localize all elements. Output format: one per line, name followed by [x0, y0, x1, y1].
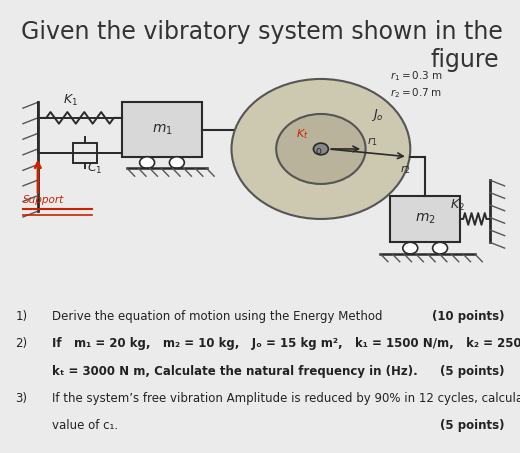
- Text: $r_2$: $r_2$: [400, 163, 411, 176]
- Text: figure: figure: [431, 48, 499, 72]
- Circle shape: [276, 114, 366, 184]
- Text: (5 points): (5 points): [440, 365, 504, 378]
- Text: $r_2 = 0.7$ m: $r_2 = 0.7$ m: [391, 87, 443, 100]
- Circle shape: [170, 157, 184, 169]
- Text: Support: Support: [23, 195, 64, 205]
- Text: $C_1$: $C_1$: [87, 161, 103, 176]
- Text: $K_1$: $K_1$: [63, 93, 77, 108]
- Bar: [73, 143, 97, 163]
- Text: $K_2$: $K_2$: [450, 198, 465, 213]
- Text: $r_1 = 0.3$ m: $r_1 = 0.3$ m: [391, 69, 444, 83]
- Text: $m_1$: $m_1$: [152, 122, 172, 137]
- Text: Derive the equation of motion using the Energy Method: Derive the equation of motion using the …: [52, 310, 383, 323]
- Bar: [122, 102, 202, 157]
- Text: (10 points): (10 points): [432, 310, 504, 323]
- Text: $J_o$: $J_o$: [371, 107, 383, 123]
- Text: o: o: [316, 146, 321, 156]
- Circle shape: [140, 157, 154, 169]
- Bar: [391, 196, 460, 242]
- Text: kₜ = 3000 N m, Calculate the natural frequency in (Hz).: kₜ = 3000 N m, Calculate the natural fre…: [52, 365, 418, 378]
- Text: 1): 1): [16, 310, 28, 323]
- Circle shape: [433, 242, 448, 254]
- Text: Given the vibratory system shown in the: Given the vibratory system shown in the: [21, 20, 503, 44]
- Text: (5 points): (5 points): [440, 419, 504, 432]
- Circle shape: [231, 79, 410, 219]
- Text: 2): 2): [16, 337, 28, 351]
- Text: $r_1$: $r_1$: [367, 135, 378, 148]
- Text: $m_2$: $m_2$: [415, 212, 436, 226]
- Text: $K_t$: $K_t$: [296, 127, 309, 141]
- Text: If the system’s free vibration Amplitude is reduced by 90% in 12 cycles, calcula: If the system’s free vibration Amplitude…: [52, 392, 520, 405]
- Text: 3): 3): [16, 392, 28, 405]
- Circle shape: [314, 143, 328, 155]
- Text: value of c₁.: value of c₁.: [52, 419, 118, 432]
- Circle shape: [403, 242, 418, 254]
- Text: If   m₁ = 20 kg,   m₂ = 10 kg,   Jₒ = 15 kg m²,   k₁ = 1500 N/m,   k₂ = 2500 N/m: If m₁ = 20 kg, m₂ = 10 kg, Jₒ = 15 kg m²…: [52, 337, 520, 351]
